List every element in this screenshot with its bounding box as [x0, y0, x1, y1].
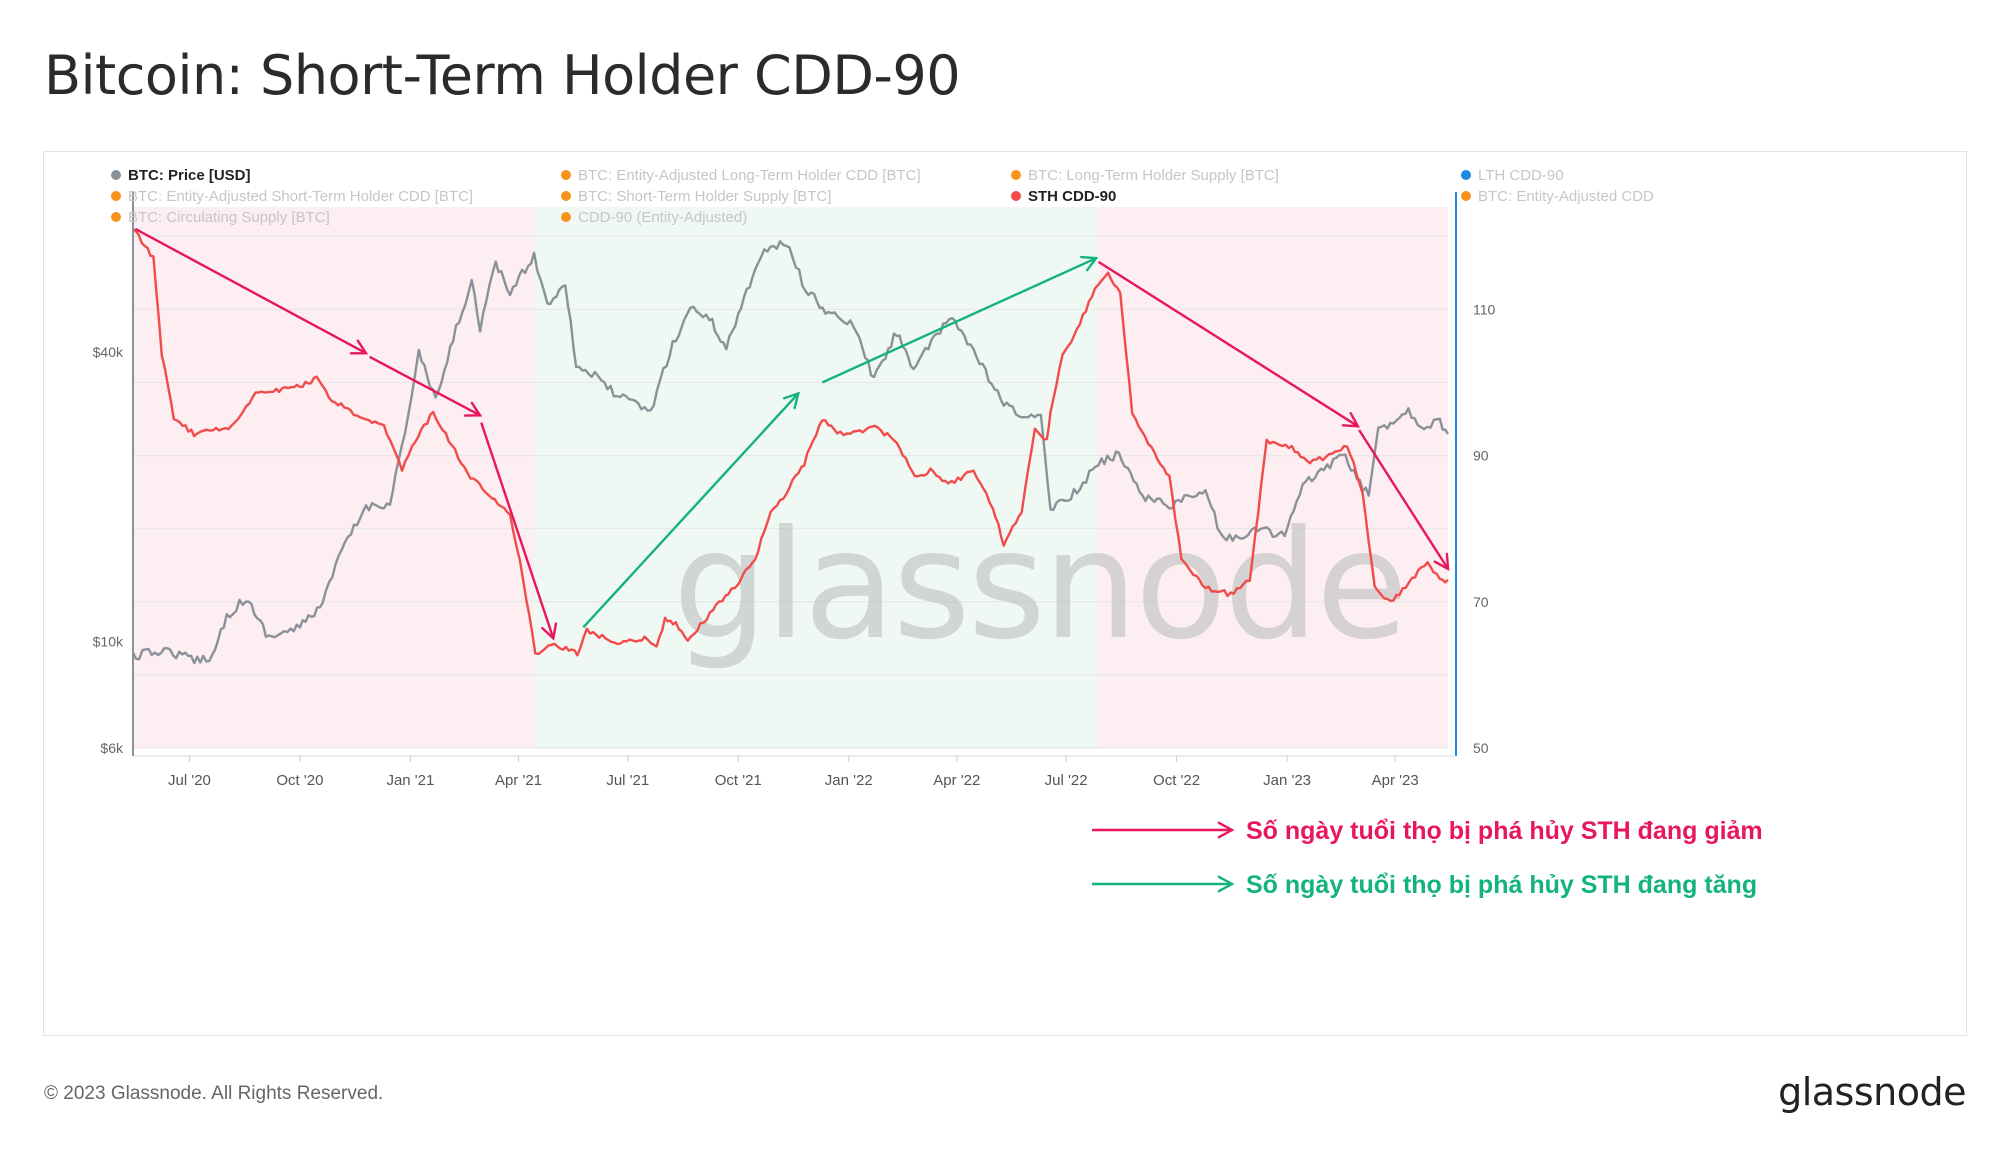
legend-marker — [1011, 170, 1021, 180]
x-tick-label: Jan '21 — [386, 772, 434, 789]
legend-item[interactable]: BTC: Short-Term Holder Supply [BTC] — [561, 188, 831, 205]
arrow-shaft — [1358, 429, 1450, 570]
sth-cdd90-line — [132, 228, 1449, 657]
legend: BTC: Price [USD] BTC: Entity-Adjusted Lon… — [111, 167, 1654, 226]
trend-arrow-decreasing — [480, 422, 558, 641]
legend-label: BTC: Entity-Adjusted CDD — [1478, 188, 1654, 205]
y-right-tick-label: 70 — [1473, 594, 1489, 610]
legend-item[interactable]: CDD-90 (Entity-Adjusted) — [561, 209, 747, 226]
x-tick-label: Jul '22 — [1045, 772, 1088, 789]
axes: $6k $10k $40k 50 70 90 110 Jul '20 Oct '20 Jan '2… — [93, 192, 1496, 789]
legend-marker — [1461, 170, 1471, 180]
x-tick-label: Apr '23 — [1372, 772, 1419, 789]
annotation-keys: Số ngày tuổi thọ bị phá hủy STH đang giả… — [1092, 817, 1763, 899]
legend-item[interactable]: LTH CDD-90 — [1461, 167, 1564, 184]
x-tick-label: Oct '21 — [715, 772, 762, 789]
gridlines — [133, 235, 1448, 749]
trend-arrow-increasing — [821, 255, 1099, 384]
arrow-shaft — [369, 355, 481, 417]
annotation-key-label-increasing: Số ngày tuổi thọ bị phá hủy STH đang tăn… — [1246, 871, 1757, 899]
trend-arrows — [134, 227, 1450, 641]
trend-arrow-decreasing — [1097, 260, 1361, 428]
copyright-text: © 2023 Glassnode. All Rights Reserved. — [44, 1083, 384, 1104]
y-right-tick-label: 50 — [1473, 740, 1489, 756]
legend-item[interactable]: STH CDD-90 — [1011, 188, 1116, 205]
legend-item[interactable]: BTC: Circulating Supply [BTC] — [111, 209, 330, 226]
y-left-tick-label: $6k — [100, 740, 124, 756]
chart-svg[interactable]: glassnode $6k $10k $40k 50 70 90 110 Jul '20 Oct… — [44, 152, 1968, 1037]
trend-arrow-decreasing — [369, 355, 483, 417]
legend-item[interactable]: BTC: Entity-Adjusted Long-Term Holder CD… — [561, 167, 921, 184]
y-right-tick-label: 90 — [1473, 448, 1489, 464]
trend-arrow-increasing — [582, 391, 800, 629]
arrow-shaft — [821, 257, 1097, 384]
y-left-tick-label: $10k — [93, 633, 124, 649]
y-left-tick-label: $40k — [93, 344, 124, 360]
legend-label: CDD-90 (Entity-Adjusted) — [578, 209, 747, 226]
btc-price-line — [131, 240, 1450, 665]
arrow-head — [541, 622, 558, 641]
arrow-head — [1217, 875, 1235, 893]
legend-label: BTC: Entity-Adjusted Short-Term Holder C… — [128, 188, 473, 205]
legend-label: LTH CDD-90 — [1478, 167, 1564, 184]
arrow-shaft — [134, 227, 367, 355]
x-tick-label: Jan '23 — [1263, 772, 1311, 789]
x-tick-label: Oct '20 — [276, 772, 323, 789]
legend-label: BTC: Price [USD] — [128, 167, 251, 184]
legend-marker — [561, 212, 571, 222]
x-tick-label: Apr '21 — [495, 772, 542, 789]
y-right-tick-label: 110 — [1473, 301, 1496, 317]
sth-cdd90-series — [132, 228, 1449, 657]
arrow-head — [782, 391, 800, 410]
annotation-key-arrow-increasing — [1092, 875, 1235, 893]
arrow-head — [1341, 412, 1361, 428]
legend-marker — [111, 212, 121, 222]
legend-marker — [111, 191, 121, 201]
arrow-head — [1079, 255, 1099, 272]
x-tick-label: Jan '22 — [825, 772, 873, 789]
legend-marker — [1461, 191, 1471, 201]
legend-item[interactable]: BTC: Entity-Adjusted CDD — [1461, 188, 1654, 205]
btc-price-series — [131, 240, 1450, 665]
trend-arrow-decreasing — [1358, 429, 1450, 571]
legend-marker — [111, 170, 121, 180]
legend-label: BTC: Short-Term Holder Supply [BTC] — [578, 188, 831, 205]
trend-arrow-decreasing — [134, 227, 369, 355]
arrow-shaft — [1097, 260, 1359, 428]
annotation-key-arrow-decreasing — [1092, 821, 1235, 839]
watermark: glassnode — [673, 499, 1405, 673]
glassnode-logo: glassnode — [1778, 1070, 1966, 1114]
arrow-shaft — [582, 392, 800, 629]
legend-marker — [561, 191, 571, 201]
legend-label: BTC: Long-Term Holder Supply [BTC] — [1028, 167, 1279, 184]
legend-marker — [1011, 191, 1021, 201]
legend-item[interactable]: BTC: Entity-Adjusted Short-Term Holder C… — [111, 188, 473, 205]
x-tick-label: Apr '22 — [933, 772, 980, 789]
annotation-key-label-decreasing: Số ngày tuổi thọ bị phá hủy STH đang giả… — [1246, 817, 1763, 845]
x-tick-label: Jul '20 — [168, 772, 211, 789]
legend-label: BTC: Circulating Supply [BTC] — [128, 209, 330, 226]
arrow-head — [1433, 552, 1450, 571]
arrow-head — [349, 339, 369, 355]
arrow-shaft — [480, 422, 555, 639]
page-title: Bitcoin: Short-Term Holder CDD-90 — [44, 44, 961, 107]
arrow-head — [1217, 821, 1235, 839]
legend-label: BTC: Entity-Adjusted Long-Term Holder CD… — [578, 167, 921, 184]
legend-item[interactable]: BTC: Long-Term Holder Supply [BTC] — [1011, 167, 1279, 184]
legend-marker — [561, 170, 571, 180]
legend-item[interactable]: BTC: Price [USD] — [111, 167, 251, 184]
chart-frame: glassnode $6k $10k $40k 50 70 90 110 Jul '20 Oct… — [43, 151, 1967, 1036]
legend-label: STH CDD-90 — [1028, 188, 1116, 205]
arrow-head — [463, 401, 483, 417]
x-tick-label: Oct '22 — [1153, 772, 1200, 789]
x-tick-label: Jul '21 — [606, 772, 649, 789]
